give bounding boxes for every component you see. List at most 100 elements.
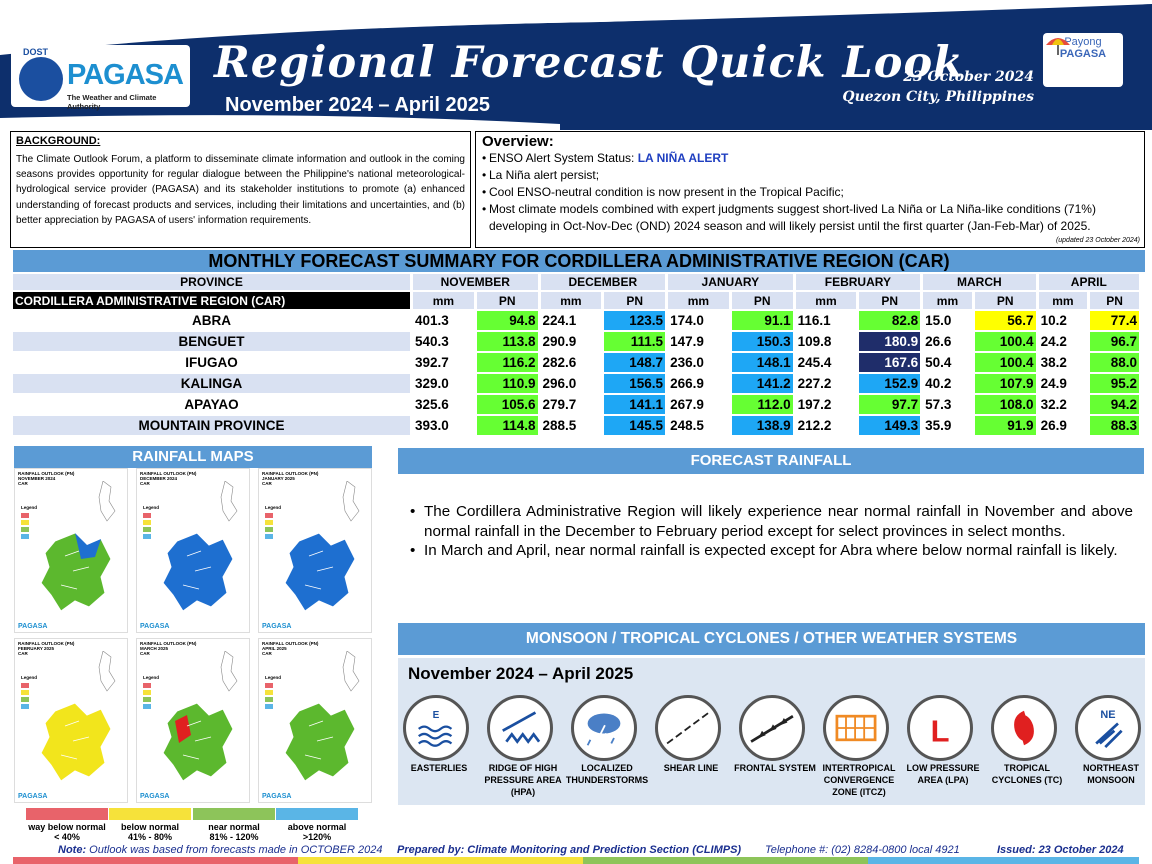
percent-normal: 138.9 [731,416,793,435]
percent-normal: 110.9 [476,374,538,393]
telephone: Telephone #: (02) 8284-0800 local 4921 [765,844,960,856]
forecast-table-body: ABRA 401.3 94.8 224.1 123.5 174.0 91.1 116.1 82.… [13,311,1139,435]
percent-normal: 95.2 [1090,374,1139,393]
rainfall-mm: 35.9 [923,416,972,435]
pn-header: PN [1090,292,1139,309]
percent-normal: 123.5 [604,311,666,330]
rainfall-map: RAINFALL OUTLOOK (PN) DECEMBER 2024 CAR Leg… [136,468,250,633]
percent-normal: 111.5 [604,332,666,351]
percent-normal: 100.4 [974,332,1036,351]
payong-agency-label: PAGASA [1059,48,1107,60]
rainfall-mm: 212.2 [795,416,857,435]
note-label: Note: [58,844,87,856]
map-pagasa-logo: PAGASA [18,623,48,630]
itcz-icon [823,695,889,761]
overview-item: Cool ENSO-neutral condition is now prese… [482,184,1138,201]
forecast-rainfall-text: The Cordillera Administrative Region wil… [410,502,1133,561]
province-row: APAYAO 325.6 105.6 279.7 141.1 267.9 112.0 197.… [13,395,1139,414]
percent-normal: 149.3 [859,416,921,435]
prepared-by: Prepared by: Climate Monitoring and Pred… [397,844,742,856]
province-name: IFUGAO [185,355,238,370]
pagasa-emblem-icon [19,57,63,101]
map-label: RAINFALL OUTLOOK (PN) MARCH 2025 CAR [140,641,197,656]
rainfall-map: RAINFALL OUTLOOK (PN) FEBRUARY 2025 CAR Leg… [14,638,128,803]
weather-system-label: LOCALIZED THUNDERSTORMS [565,763,649,785]
weather-system-label: EASTERLIES [410,763,468,773]
province-row: ABRA 401.3 94.8 224.1 123.5 174.0 91.1 116.1 82.… [13,311,1139,330]
rainfall-mm: 26.6 [923,332,972,351]
mm-header: mm [413,292,474,309]
rainfall-mm: 40.2 [923,374,972,393]
unit-header-row: CORDILLERA ADMINISTRATIVE REGION (CAR) m… [13,292,1139,309]
overview-item: Most climate models combined with expert… [482,201,1138,235]
weather-system-label: NORTHEAST MONSOON [1083,763,1139,785]
svg-text:NE: NE [1100,709,1115,721]
province-name: KALINGA [13,374,410,393]
legend-swatch [109,808,191,820]
region-label: CORDILLERA ADMINISTRATIVE REGION (CAR) [13,292,410,309]
percent-normal: 91.1 [731,311,793,330]
percent-normal: 77.4 [1090,311,1139,330]
legend-label: near normal 81% - 120% [208,822,260,842]
percent-normal: 141.1 [604,395,666,414]
dost-label: DOST [23,47,49,57]
legend-label: below normal 41% - 80% [120,822,179,842]
svg-text:E: E [433,710,440,721]
rainfall-mm: 236.0 [668,353,729,372]
map-legend-title: Legend [143,505,159,510]
frontal-system-icon [739,695,805,761]
legend-swatch [193,808,275,820]
rainfall-mm: 227.2 [795,374,857,393]
enso-status-label: ENSO Alert System Status: [489,151,638,165]
percent-normal: 167.6 [859,353,921,372]
legend-swatch [26,808,108,820]
month-header: NOVEMBER [413,274,538,290]
forecast-rainfall-title: FORECAST RAINFALL [398,448,1144,474]
rainfall-mm: 248.5 [668,416,729,435]
payong-label: Payong [1064,36,1102,48]
map-label: RAINFALL OUTLOOK (PN) DECEMBER 2024 CAR [140,471,197,486]
percent-normal: 141.2 [731,374,793,393]
issue-location: Quezon City, Philippines [842,89,1034,105]
percent-normal: 107.9 [974,374,1036,393]
map-label: RAINFALL OUTLOOK (PN) FEBRUARY 2025 CAR [18,641,75,656]
car-map-shape: Legend [21,481,116,612]
cyclone-icon [991,695,1057,761]
rainfall-mm: 174.0 [668,311,729,330]
percent-normal: 180.9 [859,332,921,351]
rainfall-map: RAINFALL OUTLOOK (PN) NOVEMBER 2024 CAR Leg… [14,468,128,633]
rainfall-mm: 10.2 [1038,311,1088,330]
pn-header: PN [731,292,793,309]
rainfall-mm: 329.0 [413,374,474,393]
percent-normal: 152.9 [859,374,921,393]
issued-date: Issued: 23 October 2024 [997,844,1124,856]
enso-status-value: LA NIÑA ALERT [637,151,729,165]
rainfall-mm: 540.3 [413,332,474,351]
agency-name: PAGASA [67,59,184,91]
shear-line-icon [655,695,721,761]
thunderstorm-icon [571,695,637,761]
province-row: KALINGA 329.0 110.9 296.0 156.5 266.9 141.2 227… [13,374,1139,393]
mm-header: mm [795,292,857,309]
overview-item: La Niña alert persist; [482,167,1138,184]
rainfall-mm: 393.0 [413,416,474,435]
province-name: APAYAO [184,397,239,412]
percent-normal: 88.0 [1090,353,1139,372]
payong-pagasa-logo: Payong PAGASA [1043,33,1123,87]
header-background [0,0,1152,130]
footer-color-strip [13,857,1139,864]
percent-normal: 148.1 [731,353,793,372]
percent-normal: 82.8 [859,311,921,330]
header-banner: DOST PAGASA The Weather and Climate Auth… [0,0,1152,130]
rainfall-mm: 50.4 [923,353,972,372]
weather-systems-title: MONSOON / TROPICAL CYCLONES / OTHER WEAT… [398,623,1145,655]
rainfall-mm: 266.9 [668,374,729,393]
month-header: DECEMBER [540,274,666,290]
rainfall-mm: 116.1 [795,311,857,330]
province-header: PROVINCE [13,274,410,290]
percent-normal: 108.0 [974,395,1036,414]
rainfall-mm: 224.1 [540,311,602,330]
map-pagasa-logo: PAGASA [262,793,292,800]
map-label: RAINFALL OUTLOOK (PN) APRIL 2025 CAR [262,641,319,656]
percent-normal: 100.4 [974,353,1036,372]
